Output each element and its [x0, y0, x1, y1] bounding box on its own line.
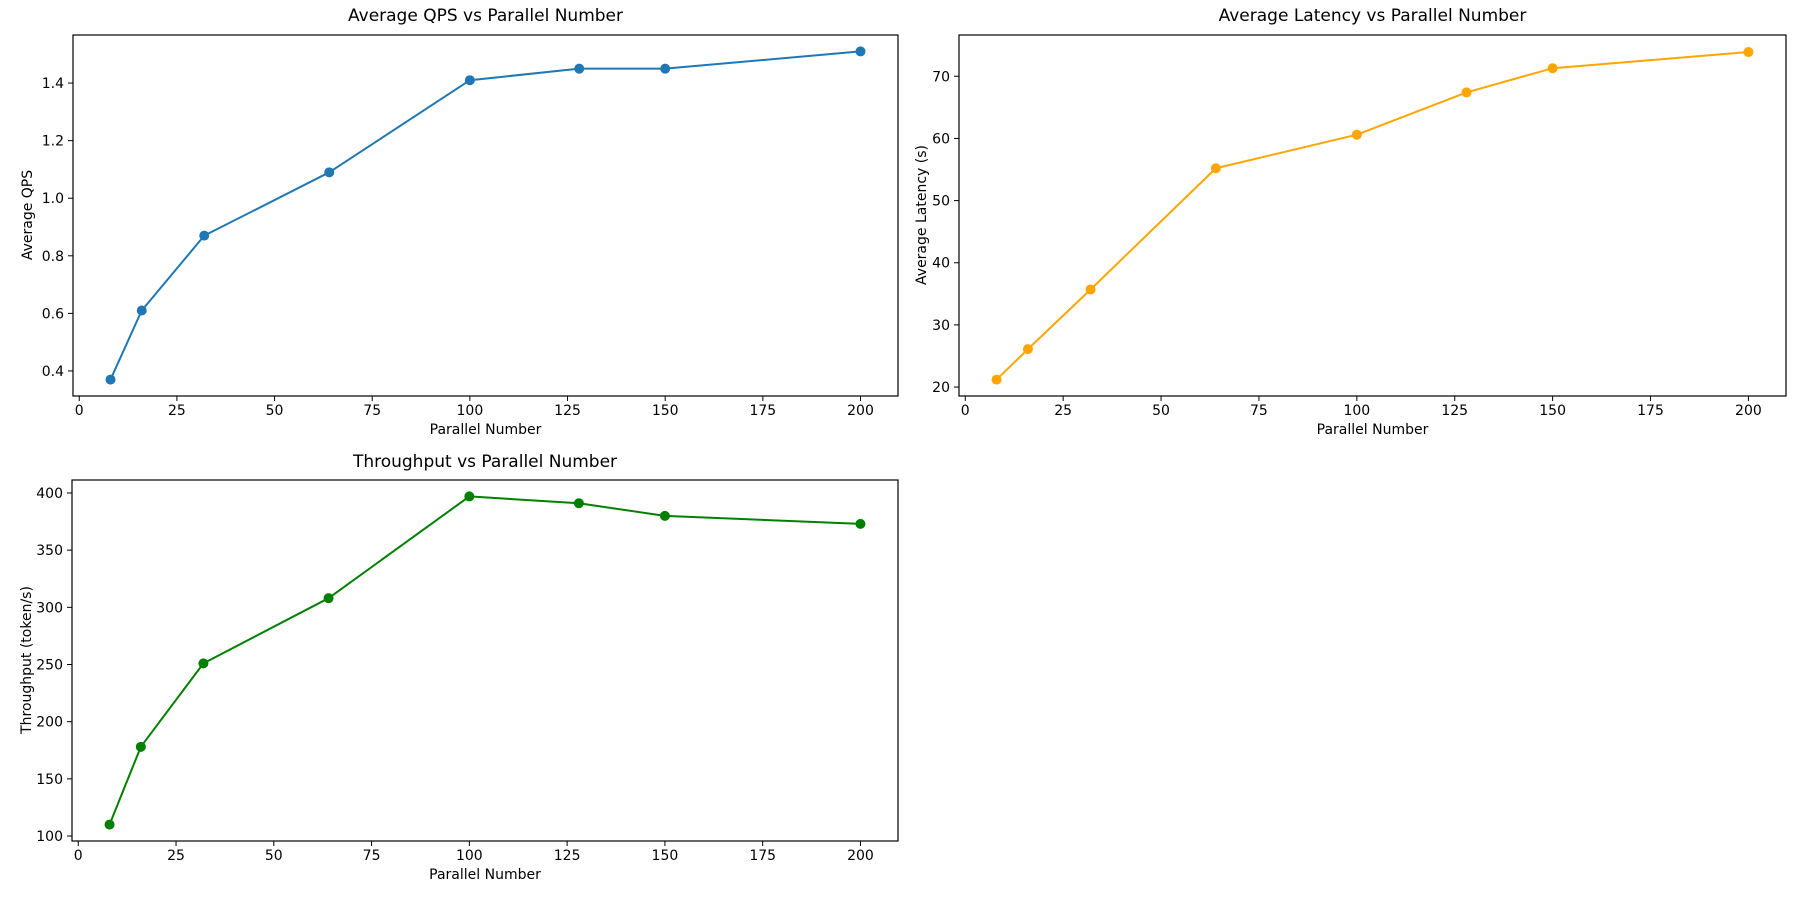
data-line — [108, 495, 862, 826]
y-tick-label: 350 — [36, 543, 63, 559]
x-tick-label: 100 — [1343, 403, 1370, 419]
data-point — [464, 491, 475, 502]
data-point — [855, 518, 866, 529]
x-tick-label: 50 — [266, 403, 284, 419]
x-tick-label: 200 — [847, 848, 874, 864]
x-tick-label: 125 — [554, 403, 581, 419]
plot-border — [71, 479, 899, 842]
x-tick-label: 175 — [749, 848, 776, 864]
x-tick-label: 0 — [75, 403, 84, 419]
data-point — [574, 63, 585, 74]
x-tick-label: 125 — [554, 848, 581, 864]
data-point — [855, 46, 866, 57]
data-point — [198, 658, 209, 669]
x-tick-label: 0 — [74, 848, 83, 864]
y-axis-label: Average Latency (s) — [914, 145, 930, 285]
data-line — [109, 50, 862, 381]
x-tick-label: 75 — [1250, 403, 1268, 419]
data-point — [1547, 63, 1558, 74]
data-point — [136, 305, 147, 316]
x-axis-label: Parallel Number — [429, 422, 542, 438]
x-tick-label: 150 — [1539, 403, 1566, 419]
y-tick-label: 200 — [36, 715, 63, 731]
latency-plot-svg: 0 25 50 75 100 125 150 175 200 20 30 40 50 60 70 — [932, 34, 1787, 419]
data-point — [573, 498, 584, 509]
chart-title: Throughput vs Parallel Number — [352, 452, 618, 472]
x-tick-label: 200 — [1735, 403, 1762, 419]
y-tick-label: 1.2 — [42, 134, 64, 150]
throughput-chart: 0 25 50 75 100 125 150 175 200 100 150 200 250 300 350… — [0, 450, 900, 900]
data-line — [995, 51, 1750, 381]
x-tick-label: 25 — [167, 848, 185, 864]
data-point — [104, 819, 115, 830]
data-point — [464, 75, 475, 86]
y-tick-label: 400 — [36, 486, 63, 502]
y-tick-label: 0.8 — [42, 249, 64, 265]
x-tick-label: 125 — [1441, 403, 1468, 419]
y-tick-label: 150 — [36, 772, 63, 788]
y-tick-label: 250 — [36, 658, 63, 674]
y-tick-label: 0.4 — [42, 364, 64, 380]
x-tick-label: 75 — [363, 848, 381, 864]
data-point — [199, 230, 210, 241]
y-tick-label: 40 — [932, 256, 950, 272]
y-axis-label: Throughput (token/s) — [19, 586, 35, 734]
x-tick-label: 175 — [1637, 403, 1664, 419]
x-axis-label: Parallel Number — [1316, 422, 1429, 438]
chart-title: Average QPS vs Parallel Number — [348, 6, 623, 26]
y-tick-label: 70 — [932, 69, 950, 85]
data-point — [135, 741, 146, 752]
throughput-plot-svg: 0 25 50 75 100 125 150 175 200 100 150 200 250 300 350… — [36, 479, 899, 864]
x-axis-label: Parallel Number — [429, 867, 541, 883]
y-tick-label: 0.6 — [42, 306, 64, 322]
x-tick-label: 200 — [847, 403, 874, 419]
x-tick-label: 100 — [456, 848, 483, 864]
plot-border — [958, 34, 1787, 397]
qps-chart: 0 25 50 75 100 125 150 175 200 0.4 0.6 0.8 1.0 1.2 1.4… — [0, 0, 900, 450]
y-tick-label: 1.4 — [42, 76, 64, 92]
data-point — [323, 593, 334, 604]
y-axis-label: Average QPS — [20, 169, 36, 261]
data-point — [1351, 129, 1362, 140]
y-tick-label: 100 — [36, 829, 63, 845]
plot-border — [72, 34, 899, 397]
x-tick-label: 175 — [749, 403, 776, 419]
data-point — [660, 63, 671, 74]
x-tick-label: 0 — [961, 403, 970, 419]
x-tick-label: 50 — [1152, 403, 1170, 419]
x-tick-label: 150 — [652, 848, 679, 864]
x-tick-label: 50 — [265, 848, 283, 864]
data-point — [1085, 284, 1096, 295]
chart-title: Average Latency vs Parallel Number — [1218, 6, 1527, 26]
x-tick-label: 75 — [363, 403, 381, 419]
data-point — [991, 374, 1002, 385]
y-tick-label: 20 — [932, 380, 950, 396]
y-tick-label: 60 — [932, 131, 950, 147]
data-point — [659, 510, 670, 521]
data-point — [1461, 87, 1472, 98]
y-tick-label: 30 — [932, 318, 950, 334]
x-tick-label: 100 — [457, 403, 484, 419]
qps-plot-svg: 0 25 50 75 100 125 150 175 200 0.4 0.6 0.8 1.0 1.2 1.4 — [42, 34, 899, 419]
data-point — [105, 374, 116, 385]
latency-chart: 0 25 50 75 100 125 150 175 200 20 30 40 50 60 70 Avera… — [900, 0, 1800, 450]
data-point — [1022, 344, 1033, 355]
data-point — [1210, 163, 1221, 174]
x-tick-label: 150 — [652, 403, 679, 419]
data-point — [1743, 47, 1754, 58]
y-tick-label: 300 — [36, 600, 63, 616]
y-tick-label: 1.0 — [42, 191, 64, 207]
y-tick-label: 50 — [932, 194, 950, 210]
x-tick-label: 25 — [168, 403, 186, 419]
data-point — [324, 167, 335, 178]
x-tick-label: 25 — [1054, 403, 1072, 419]
